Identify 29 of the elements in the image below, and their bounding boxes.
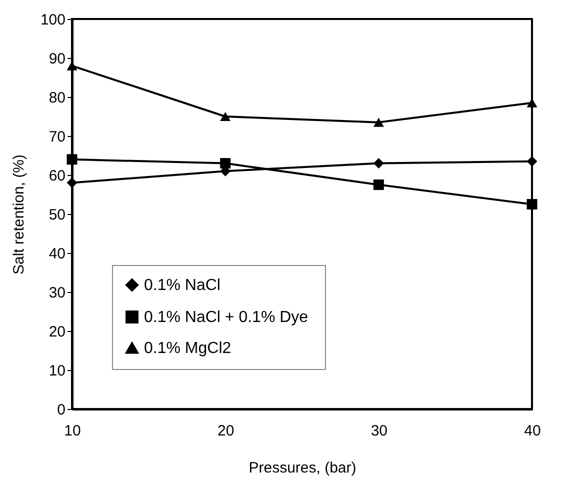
y-tick-label: 50 [48,206,66,224]
point [373,180,384,190]
y-tick-label: 80 [48,90,66,106]
point [373,118,384,127]
legend-label: 0.1% NaCl + 0.1% Dye [144,309,308,326]
y-axis-title: Salt retention, (%) [10,154,28,275]
y-tick-label: 60 [48,168,66,184]
point [373,158,384,169]
point [66,178,78,188]
point [220,158,231,169]
y-tick-label: 100 [40,12,66,28]
point [526,156,538,167]
y-tick-label: 70 [48,128,66,146]
y-tick-label: 20 [48,324,66,340]
y-tick-label: 30 [48,284,66,302]
y-tick-label: 40 [48,246,66,262]
x-tick-label: 40 [524,422,541,440]
y-tick-label: 10 [48,362,66,380]
point [66,154,78,165]
y-tick-label: 0 [57,402,66,418]
point [220,112,231,122]
x-tick-label: 30 [370,422,388,440]
x-axis-title: Pressures, (bar) [248,460,356,476]
x-tick-label: 10 [64,422,81,440]
legend-label: 0.1% NaCl [144,277,220,294]
y-tick-label: 90 [48,50,66,68]
x-tick-label: 20 [217,422,234,440]
point [526,199,538,210]
legend-label: 0.1% MgCl2 [144,340,232,357]
